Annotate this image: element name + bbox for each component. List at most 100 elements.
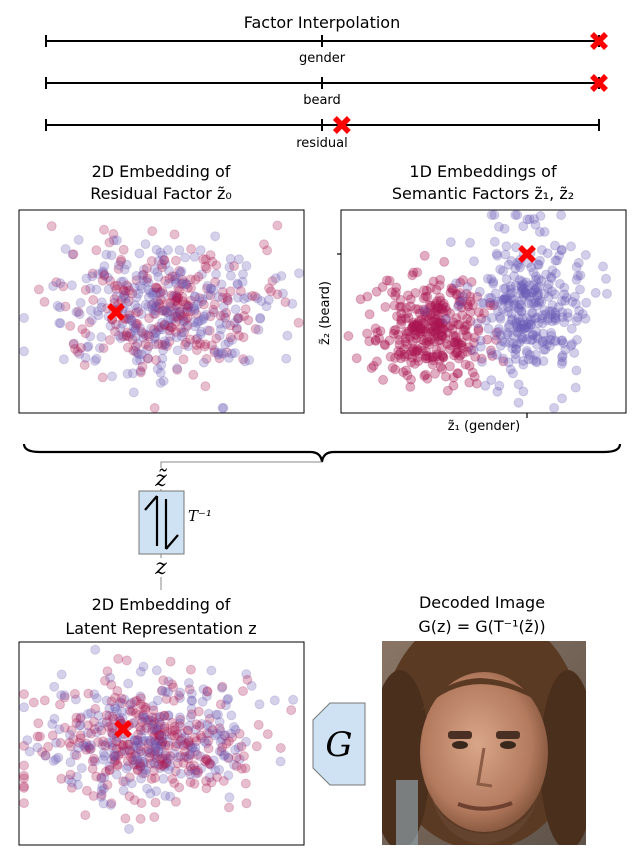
scatter-point: [526, 298, 537, 309]
scatter-point: [159, 710, 170, 721]
scatter-point: [547, 265, 558, 276]
slider-beard[interactable]: beard: [45, 74, 608, 108]
scatter-point: [538, 328, 549, 339]
scatter-point: [224, 262, 235, 273]
scatter-point: [410, 329, 421, 340]
scatter-point: [132, 303, 143, 314]
scatter-point: [183, 766, 194, 776]
scatter-point: [93, 737, 103, 747]
scatter-point: [96, 332, 107, 342]
scatter-point: [203, 735, 214, 746]
scatter-point: [241, 669, 252, 680]
scatter-point: [169, 290, 180, 301]
scatter-point: [497, 304, 508, 315]
scatter-point: [176, 728, 187, 739]
scatter-point: [422, 373, 433, 384]
scatter-point: [155, 763, 165, 774]
scatter-point: [201, 783, 212, 794]
scatter-point: [139, 712, 150, 723]
scatter-point: [190, 765, 201, 776]
scatter-point: [100, 740, 111, 751]
scatter-point: [409, 324, 420, 335]
scatter-point: [60, 301, 71, 312]
scatter-point: [448, 283, 458, 294]
scatter-point: [189, 251, 200, 262]
scatter-point: [213, 347, 224, 358]
scatter-point: [138, 736, 148, 747]
slider-gender-marker[interactable]: [590, 32, 608, 50]
scatter-point: [48, 755, 59, 766]
scatter-point: [185, 769, 196, 780]
scatter-point: [521, 322, 531, 333]
scatter-point: [201, 309, 211, 320]
scatter-point: [158, 345, 169, 356]
scatter-point: [455, 295, 466, 306]
scatter-point: [175, 721, 186, 732]
scatter-point: [511, 339, 522, 350]
scatter-point: [442, 327, 453, 338]
scatter-point: [168, 291, 179, 302]
scatter-point: [530, 219, 541, 230]
scatter-point: [213, 349, 224, 360]
scatter-point: [440, 313, 451, 324]
scatter-point: [85, 331, 96, 342]
scatter-point: [141, 765, 152, 776]
scatter-point: [242, 292, 253, 303]
scatter-point: [445, 287, 456, 298]
scatter-point: [525, 334, 536, 345]
scatter-point: [471, 378, 482, 389]
scatter-point: [80, 328, 91, 339]
scatter-point: [262, 245, 273, 256]
scatter-point: [516, 285, 527, 296]
scatter-point: [139, 764, 150, 775]
scatter-point: [119, 264, 130, 275]
scatter-point: [91, 245, 102, 256]
scatter-point: [223, 752, 234, 763]
scatter-point: [179, 327, 190, 338]
scatter-point: [465, 291, 476, 302]
cross-marker-icon: [107, 303, 125, 321]
slider-residual-marker[interactable]: [332, 116, 351, 134]
scatter-point: [259, 239, 269, 250]
scatter-point: [537, 310, 548, 321]
scatter-point: [275, 756, 286, 767]
scatter-point: [128, 387, 139, 398]
scatter-point: [508, 295, 519, 306]
scatter-point: [461, 288, 472, 299]
scatter-point: [240, 304, 251, 315]
scatter-point: [502, 329, 513, 340]
scatter-point: [153, 303, 164, 313]
scatter-point: [137, 756, 148, 767]
scatter-point: [160, 790, 171, 801]
scatter-point: [238, 354, 249, 365]
slider-beard-marker[interactable]: [590, 74, 608, 92]
scatter-point: [135, 322, 145, 333]
scatter-point: [532, 339, 542, 350]
transform-label: T⁻¹: [188, 507, 212, 525]
scatter-point: [396, 308, 407, 319]
slider-residual[interactable]: residual: [45, 116, 600, 151]
scatter-point: [165, 656, 176, 667]
slider-gender[interactable]: gender: [45, 32, 608, 66]
scatter-point: [219, 730, 230, 741]
scatter-point: [179, 752, 190, 762]
scatter-point: [177, 274, 188, 285]
scatter-point: [420, 353, 431, 364]
scatter-point: [124, 307, 135, 318]
scatter-point: [498, 353, 509, 364]
scatter-point: [256, 296, 267, 307]
scatter-point: [120, 286, 131, 297]
scatter-point: [159, 319, 170, 330]
scatter-point: [213, 291, 224, 302]
scatter-point: [147, 712, 158, 723]
scatter-point: [118, 285, 129, 296]
scatter-point: [54, 318, 65, 328]
scatter-point: [462, 313, 473, 324]
scatter-point: [150, 773, 160, 783]
scatter-point: [104, 764, 115, 775]
scatter-point: [524, 292, 535, 303]
scatter-point: [270, 273, 281, 284]
scatter-point: [76, 712, 86, 723]
scatter-point: [91, 284, 102, 295]
scatter-point: [175, 768, 186, 779]
